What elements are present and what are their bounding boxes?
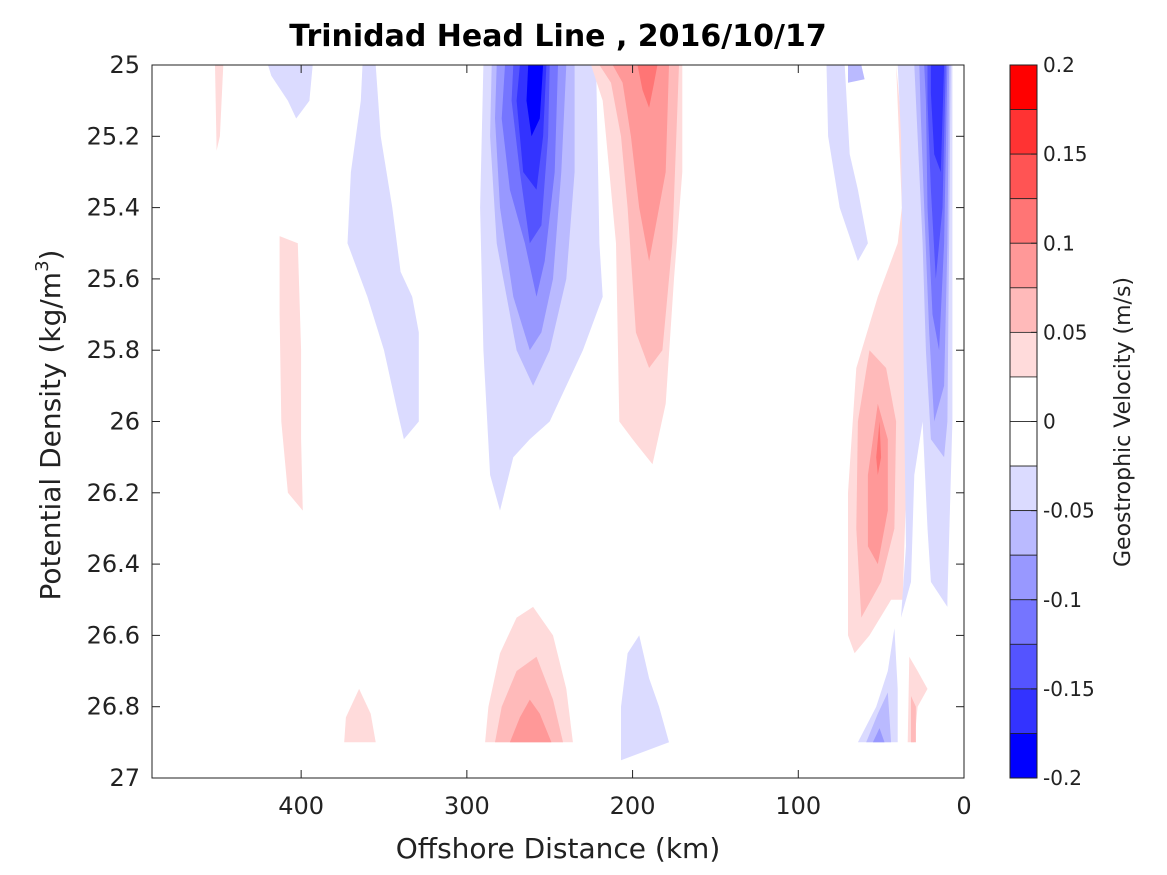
colorbar-segment [1009, 153, 1038, 200]
colorbar-segment [1009, 465, 1038, 512]
y-tick-label: 25.2 [87, 122, 140, 150]
y-tick-label: 26.4 [87, 550, 140, 578]
x-tick-label: 400 [278, 792, 324, 820]
contour-region-core-60-deep-3 [872, 728, 885, 743]
contour-region-core-255-deep-3 [509, 699, 552, 743]
y-axis-label-sup: 3 [32, 260, 53, 271]
colorbar-tick-label: 0 [1043, 410, 1056, 434]
colorbar-segment [1009, 376, 1038, 422]
contour-region-core-360-deep [344, 688, 376, 743]
colorbar-segment [1009, 198, 1038, 244]
colorbar-segment [1009, 733, 1038, 779]
contour-region-core-30-deep-1 [907, 656, 928, 743]
contour-region-core-20-band-6 [930, 65, 945, 172]
x-tick-label: 100 [775, 792, 821, 820]
y-axis-label: Potential Density (kg/m3) [32, 250, 67, 601]
contour-region-core-80-top [848, 65, 865, 83]
colorbar-tick-label: -0.05 [1043, 499, 1095, 523]
x-tick-label: 200 [610, 792, 656, 820]
colorbar-segment [1009, 242, 1038, 289]
contour-region-core-350-band [347, 65, 419, 440]
colorbar-segment [1009, 688, 1038, 734]
contour-region-core-30-deep-2 [911, 696, 916, 743]
contour-region-core-195-band-3 [612, 65, 669, 262]
y-tick-label: 26.6 [87, 621, 140, 649]
y-tick-label: 26 [109, 408, 140, 436]
y-tick-label: 26.8 [87, 693, 140, 721]
contour-region-core-405-mid [279, 236, 303, 511]
contour-region-core-60-deep-2 [866, 692, 892, 743]
colorbar-tick-label: -0.1 [1043, 588, 1082, 612]
colorbar-tick-label: 0.1 [1043, 231, 1075, 255]
colorbar-tick-label: 0.15 [1043, 142, 1088, 166]
contour-region-core-195-band-4 [637, 65, 658, 108]
y-tick-label: 25.6 [87, 265, 140, 293]
colorbar-tick-label: 0.05 [1043, 320, 1088, 344]
x-tick-label: 300 [444, 792, 490, 820]
contour-fills [215, 65, 953, 761]
contour-region-core-255-band-7 [526, 65, 544, 137]
colorbar-tick-label: 0.2 [1043, 53, 1075, 77]
colorbar-tick-label: -0.15 [1043, 677, 1095, 701]
colorbar-segment [1009, 421, 1038, 467]
colorbar-segment [1009, 554, 1038, 601]
colorbar-segment [1009, 331, 1038, 378]
y-axis-label-close: ) [34, 250, 67, 261]
y-tick-label: 25.8 [87, 336, 140, 364]
y-tick-label: 27 [109, 764, 140, 792]
colorbar-segment [1009, 599, 1038, 645]
colorbar-segment [1009, 287, 1038, 333]
colorbar: 0.2 0.15 0.1 0.05 0 -0.05 -0.1 -0.15 -0.2 [1009, 53, 1095, 790]
contour-region-core-255-deep-2 [495, 656, 563, 743]
y-axis: 25 25.2 25.4 25.6 25.8 26 26.2 26.4 26.6 26.8 27 [87, 51, 964, 792]
colorbar-segment [1009, 643, 1038, 690]
contour-region-core-455-upper [215, 65, 224, 151]
colorbar-label: Geostrophic Velocity (m/s) [1111, 277, 1136, 567]
y-tick-label: 26.2 [87, 479, 140, 507]
contour-region-core-50-band-4 [876, 421, 882, 475]
x-axis-label: Offshore Distance (km) [396, 832, 721, 865]
colorbar-tick-label: -0.2 [1043, 766, 1082, 790]
x-axis: 400 300 200 100 0 [278, 65, 972, 820]
colorbar-segment [1009, 109, 1038, 155]
contour-region-core-50-band-3 [867, 403, 888, 565]
contour-region-core-400-top [268, 65, 313, 119]
colorbar-segment [1009, 64, 1038, 110]
contour-region-core-195-deep [621, 635, 669, 761]
chart-title: Trinidad Head Line , 2016/10/17 [289, 19, 826, 54]
y-tick-label: 25 [109, 51, 140, 79]
y-axis-label-main: Potential Density (kg/m [34, 272, 67, 601]
contour-region-core-80-upper [826, 65, 868, 262]
colorbar-segment [1009, 510, 1038, 556]
y-tick-label: 25.4 [87, 194, 140, 222]
x-tick-label: 0 [956, 792, 971, 820]
